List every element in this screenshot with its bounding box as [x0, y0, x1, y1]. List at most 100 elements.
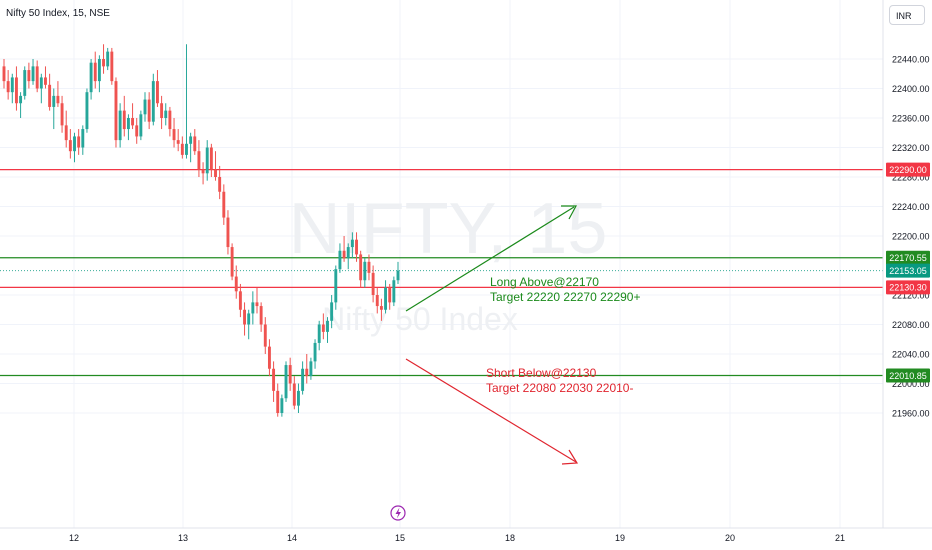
candle-body [321, 324, 325, 332]
candle-body [160, 103, 164, 118]
time-tick-label: 15 [395, 533, 405, 543]
watermark-symbol: NIFTY, 15 [289, 189, 608, 269]
price-tick-label: 22000.00 [892, 379, 930, 389]
candle-body [247, 313, 251, 325]
price-tick-label: 22400.00 [892, 84, 930, 94]
candle-body [350, 239, 354, 248]
price-badge-label: 22130.30 [889, 283, 927, 293]
candle-body [81, 129, 85, 148]
candle-body [60, 103, 64, 126]
candle-body [255, 302, 259, 307]
candle-body [151, 81, 155, 122]
candle-body [35, 66, 39, 89]
price-badge-bg [886, 280, 930, 295]
price-level-badges: 22290.00 22170.55 22153.05 22130.30 22010.85 [886, 162, 930, 383]
candle-body [2, 66, 6, 82]
candle-body [309, 361, 313, 377]
candle-body [226, 217, 230, 248]
candle-body [288, 365, 292, 384]
candle-body [193, 136, 197, 152]
candle-body [64, 125, 68, 141]
candle-body [313, 342, 317, 362]
price-badge-label: 22170.55 [889, 253, 927, 263]
candle-body [396, 270, 400, 281]
candle-body [14, 77, 18, 104]
candle-body [280, 398, 284, 413]
candle-body [39, 77, 43, 89]
candle-body [102, 59, 105, 67]
candle-body [176, 140, 180, 144]
candle-body [238, 291, 242, 310]
candles [2, 44, 400, 417]
candle-body [48, 84, 52, 107]
candle-body [218, 177, 222, 192]
candle-body [384, 287, 388, 310]
candle-body [276, 390, 280, 413]
time-tick-label: 18 [505, 533, 515, 543]
candle-body [10, 77, 14, 93]
candle-body [392, 280, 396, 303]
candle-body [243, 309, 246, 325]
candle-body [346, 247, 350, 259]
candle-body [363, 261, 367, 281]
candle-body [251, 302, 255, 314]
candle-body [214, 169, 217, 177]
time-tick-label: 13 [178, 533, 188, 543]
candle-body [110, 51, 114, 82]
candle-body [205, 147, 209, 174]
candle-body [259, 306, 263, 325]
candle-body [284, 365, 288, 399]
candle-body [118, 110, 122, 141]
candle-body [272, 368, 276, 391]
time-axis[interactable]: 12 13 14 15 18 19 20 21 [69, 533, 845, 543]
candle-body [131, 118, 135, 126]
symbol-title: Nifty 50 Index, 15, NSE [6, 8, 110, 19]
candle-body [201, 169, 205, 174]
lightning-icon[interactable] [390, 505, 406, 521]
candle-body [19, 95, 23, 104]
candle-body [6, 81, 10, 93]
price-tick-label: 22200.00 [892, 232, 930, 242]
candle-body [156, 81, 159, 104]
candle-body [77, 136, 81, 148]
candle-body [189, 136, 193, 144]
time-tick-label: 14 [287, 533, 297, 543]
candle-body [135, 125, 139, 137]
short-arrow-line [405, 358, 577, 463]
candle-body [180, 143, 184, 155]
price-axis[interactable]: 22440.00 22400.00 22360.00 22320.00 22280.00… [892, 55, 930, 419]
candle-body [234, 276, 238, 292]
short-arrow-head [561, 449, 579, 465]
candle-body [44, 77, 47, 85]
candle-body [31, 66, 35, 82]
candle-body [330, 302, 334, 321]
price-badge-bg [886, 250, 930, 265]
candle-body [56, 95, 60, 104]
candle-body [68, 140, 72, 152]
candle-body [342, 250, 346, 259]
price-tick-label: 22040.00 [892, 350, 930, 360]
currency-button[interactable]: INR [889, 5, 925, 25]
candle-body [172, 129, 176, 141]
candle-body [185, 143, 188, 155]
candle-body [222, 191, 226, 218]
candle-body [97, 59, 101, 82]
candle-body [379, 306, 383, 310]
price-tick-label: 22240.00 [892, 202, 930, 212]
candle-body [338, 250, 342, 270]
candle-body [355, 239, 358, 255]
candle-body [292, 383, 296, 406]
candle-body [122, 110, 126, 130]
candle-body [89, 62, 93, 93]
short-annotation-line-2: Target 22080 22030 22010- [486, 381, 633, 395]
candle-body [52, 95, 56, 107]
candle-body [317, 324, 321, 343]
candle-body [197, 151, 201, 170]
candle-body [85, 92, 89, 130]
time-tick-label: 19 [615, 533, 625, 543]
candle-body [371, 272, 375, 295]
candle-body [147, 99, 151, 122]
price-tick-label: 22120.00 [892, 291, 930, 301]
candle-body [263, 324, 267, 347]
